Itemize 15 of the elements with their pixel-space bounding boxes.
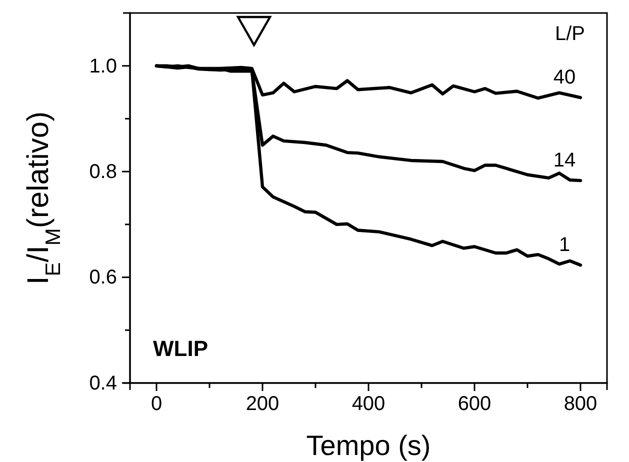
- y-tick-label: 0.4: [89, 372, 117, 394]
- y-tick-label: 0.6: [89, 266, 117, 289]
- x-tick-label: 0: [150, 393, 162, 416]
- series-label: 14: [553, 150, 576, 172]
- x-tick-label: 400: [352, 393, 386, 416]
- legend-title: L/P: [554, 23, 586, 45]
- y-tick-label: 0.8: [89, 160, 117, 183]
- series-label: 40: [553, 66, 576, 89]
- x-axis-title: Tempo (s): [306, 430, 431, 461]
- x-tick-label: 600: [458, 393, 492, 416]
- series-label: 1: [558, 234, 570, 256]
- annotation: WLIP: [153, 336, 208, 361]
- x-tick-label: 200: [246, 393, 280, 416]
- x-tick-label: 800: [564, 393, 598, 416]
- y-tick-label: 1.0: [89, 55, 117, 78]
